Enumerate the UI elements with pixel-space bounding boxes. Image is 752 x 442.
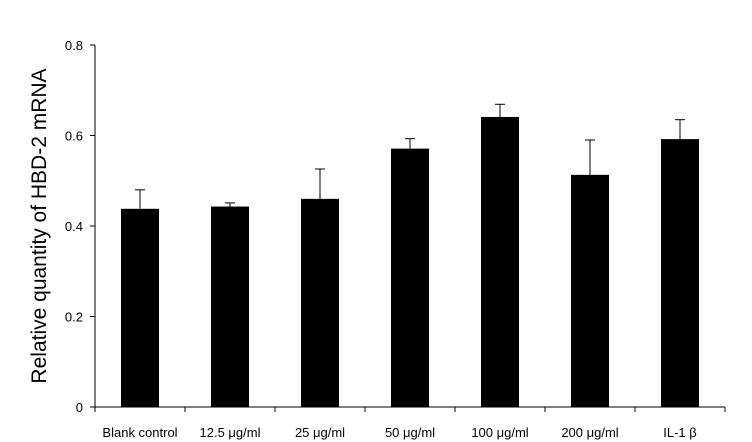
- bar: [661, 139, 699, 407]
- x-tick-label: 25 μg/ml: [295, 425, 345, 440]
- y-ticks: 0 0.2 0.4 0.6 0.8: [65, 38, 95, 415]
- x-tick-label: 50 μg/ml: [385, 425, 435, 440]
- y-axis-title: Relative quantity of HBD-2 mRNA: [28, 68, 51, 383]
- x-tick-labels: Blank control 12.5 μg/ml 25 μg/ml 50 μg/ml 1…: [102, 425, 696, 440]
- y-tick-label: 0.8: [65, 38, 83, 53]
- error-bar: [585, 139, 595, 175]
- y-tick-label: 0.2: [65, 310, 83, 325]
- y-tick-label: 0: [76, 400, 83, 415]
- x-tick-label: IL-1 β: [663, 425, 697, 440]
- x-tick-label: 12.5 μg/ml: [200, 425, 261, 440]
- y-tick-label: 0.6: [65, 129, 83, 144]
- error-bars: [135, 103, 685, 209]
- bar: [571, 174, 609, 407]
- error-bar: [405, 138, 415, 149]
- bars: [121, 116, 699, 407]
- error-bar: [135, 189, 145, 209]
- bar: [301, 198, 339, 407]
- error-bar: [495, 103, 505, 117]
- x-tick-label: 100 μg/ml: [471, 425, 528, 440]
- error-bar: [225, 202, 235, 207]
- bar: [481, 116, 519, 407]
- error-bar: [675, 119, 685, 140]
- bar: [211, 206, 249, 407]
- bar: [391, 148, 429, 407]
- x-tick-label: 200 μg/ml: [561, 425, 618, 440]
- y-tick-label: 0.4: [65, 219, 83, 234]
- x-tick-label: Blank control: [102, 425, 177, 440]
- bar: [121, 208, 159, 407]
- error-bar: [315, 168, 325, 199]
